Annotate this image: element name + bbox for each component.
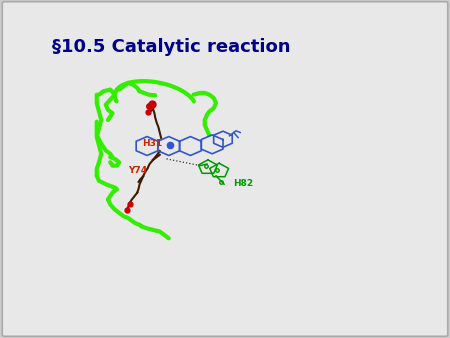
Text: Y74: Y74 xyxy=(128,166,148,174)
FancyBboxPatch shape xyxy=(2,2,448,336)
Text: H31: H31 xyxy=(142,139,162,148)
Text: H82: H82 xyxy=(233,179,253,188)
Text: §10.5 Catalytic reaction: §10.5 Catalytic reaction xyxy=(52,38,290,56)
